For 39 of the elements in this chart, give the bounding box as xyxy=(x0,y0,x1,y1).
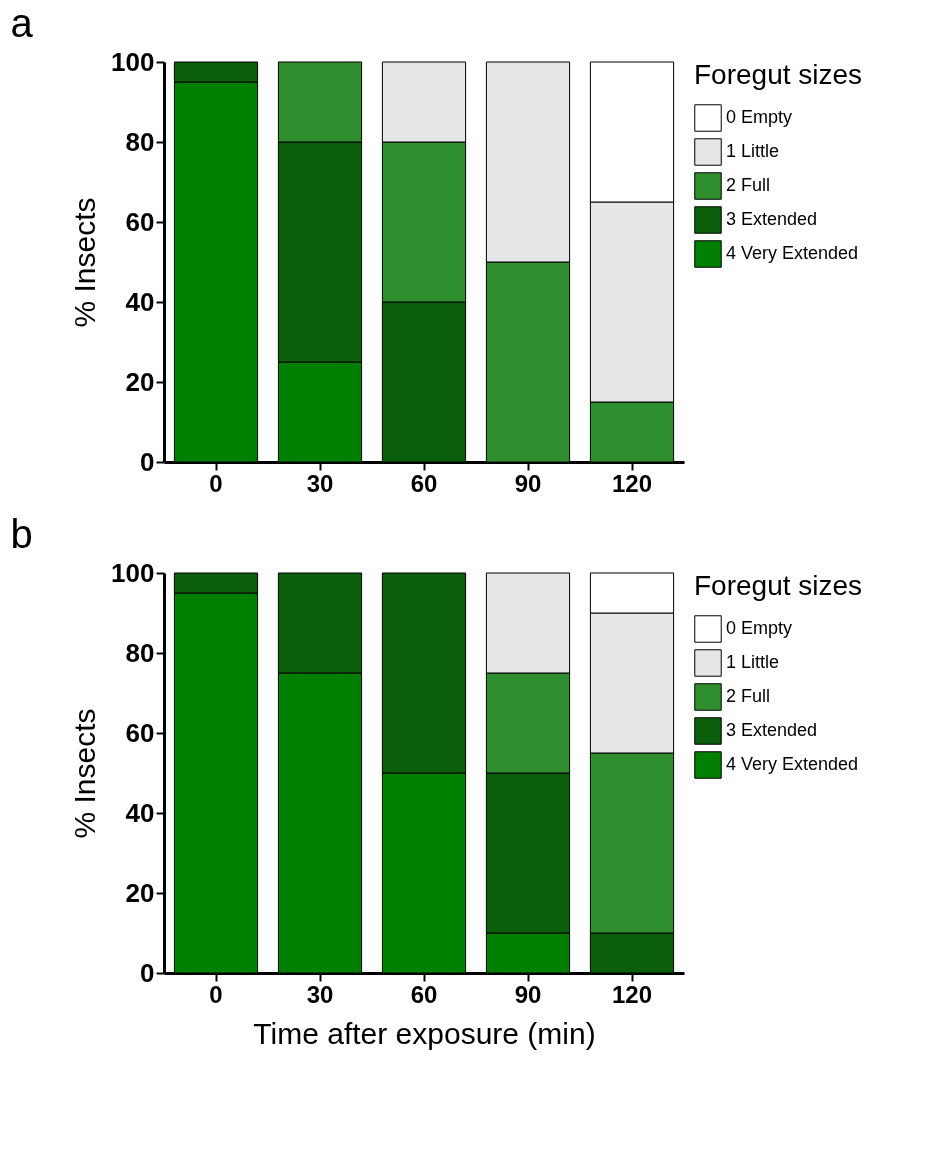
legend-title: Foregut sizes xyxy=(694,570,863,601)
y-tick-label: 0 xyxy=(140,446,155,477)
chart-title: a xyxy=(10,1,34,45)
y-tick-label: 60 xyxy=(125,206,155,237)
x-tick-label: 120 xyxy=(611,980,653,1008)
legend-label: 4 Very Extended xyxy=(726,754,859,774)
x-tick-label: 90 xyxy=(514,980,542,1008)
y-tick-label: 40 xyxy=(125,286,155,317)
y-axis-title: % Insects xyxy=(68,197,102,328)
x-tick-label: 0 xyxy=(209,980,223,1008)
y-tick-label: 80 xyxy=(125,126,155,157)
x-tick-label: 120 xyxy=(611,469,653,497)
legend-label: 1 Little xyxy=(726,141,780,161)
x-tick-label: 90 xyxy=(514,469,542,497)
chart-title: b xyxy=(10,512,33,556)
legend-label: 3 Extended xyxy=(726,720,818,740)
legend-label: 4 Very Extended xyxy=(726,243,859,263)
y-tick-label: 80 xyxy=(125,637,155,668)
x-tick-label: 30 xyxy=(306,980,334,1008)
text: 0 Empty xyxy=(726,618,793,638)
y-axis-title: % Insects xyxy=(68,708,102,839)
y-tick-label: 40 xyxy=(125,797,155,828)
x-tick-label: 60 xyxy=(410,469,438,497)
legend-label: 3 Extended xyxy=(726,209,818,229)
y-tick-label: 60 xyxy=(125,717,155,748)
y-tick-label: 20 xyxy=(125,877,155,908)
y-tick-label: 20 xyxy=(125,366,155,397)
x-tick-label: 30 xyxy=(306,469,334,497)
y-tick-label: 100 xyxy=(111,46,155,77)
x-tick-label: 60 xyxy=(410,980,438,1008)
legend-label: 1 Little xyxy=(726,652,780,672)
legend-label: 2 Full xyxy=(726,686,771,706)
y-tick-label: 100 xyxy=(111,557,155,588)
x-tick-label: 0 xyxy=(209,469,223,497)
legend-title: Foregut sizes xyxy=(694,59,863,90)
y-tick-label: 0 xyxy=(140,957,155,988)
legend-label: 0 Empty xyxy=(726,107,793,127)
legend-label: 2 Full xyxy=(726,175,771,195)
x-axis-title: Time after exposure (min) xyxy=(253,1016,596,1050)
